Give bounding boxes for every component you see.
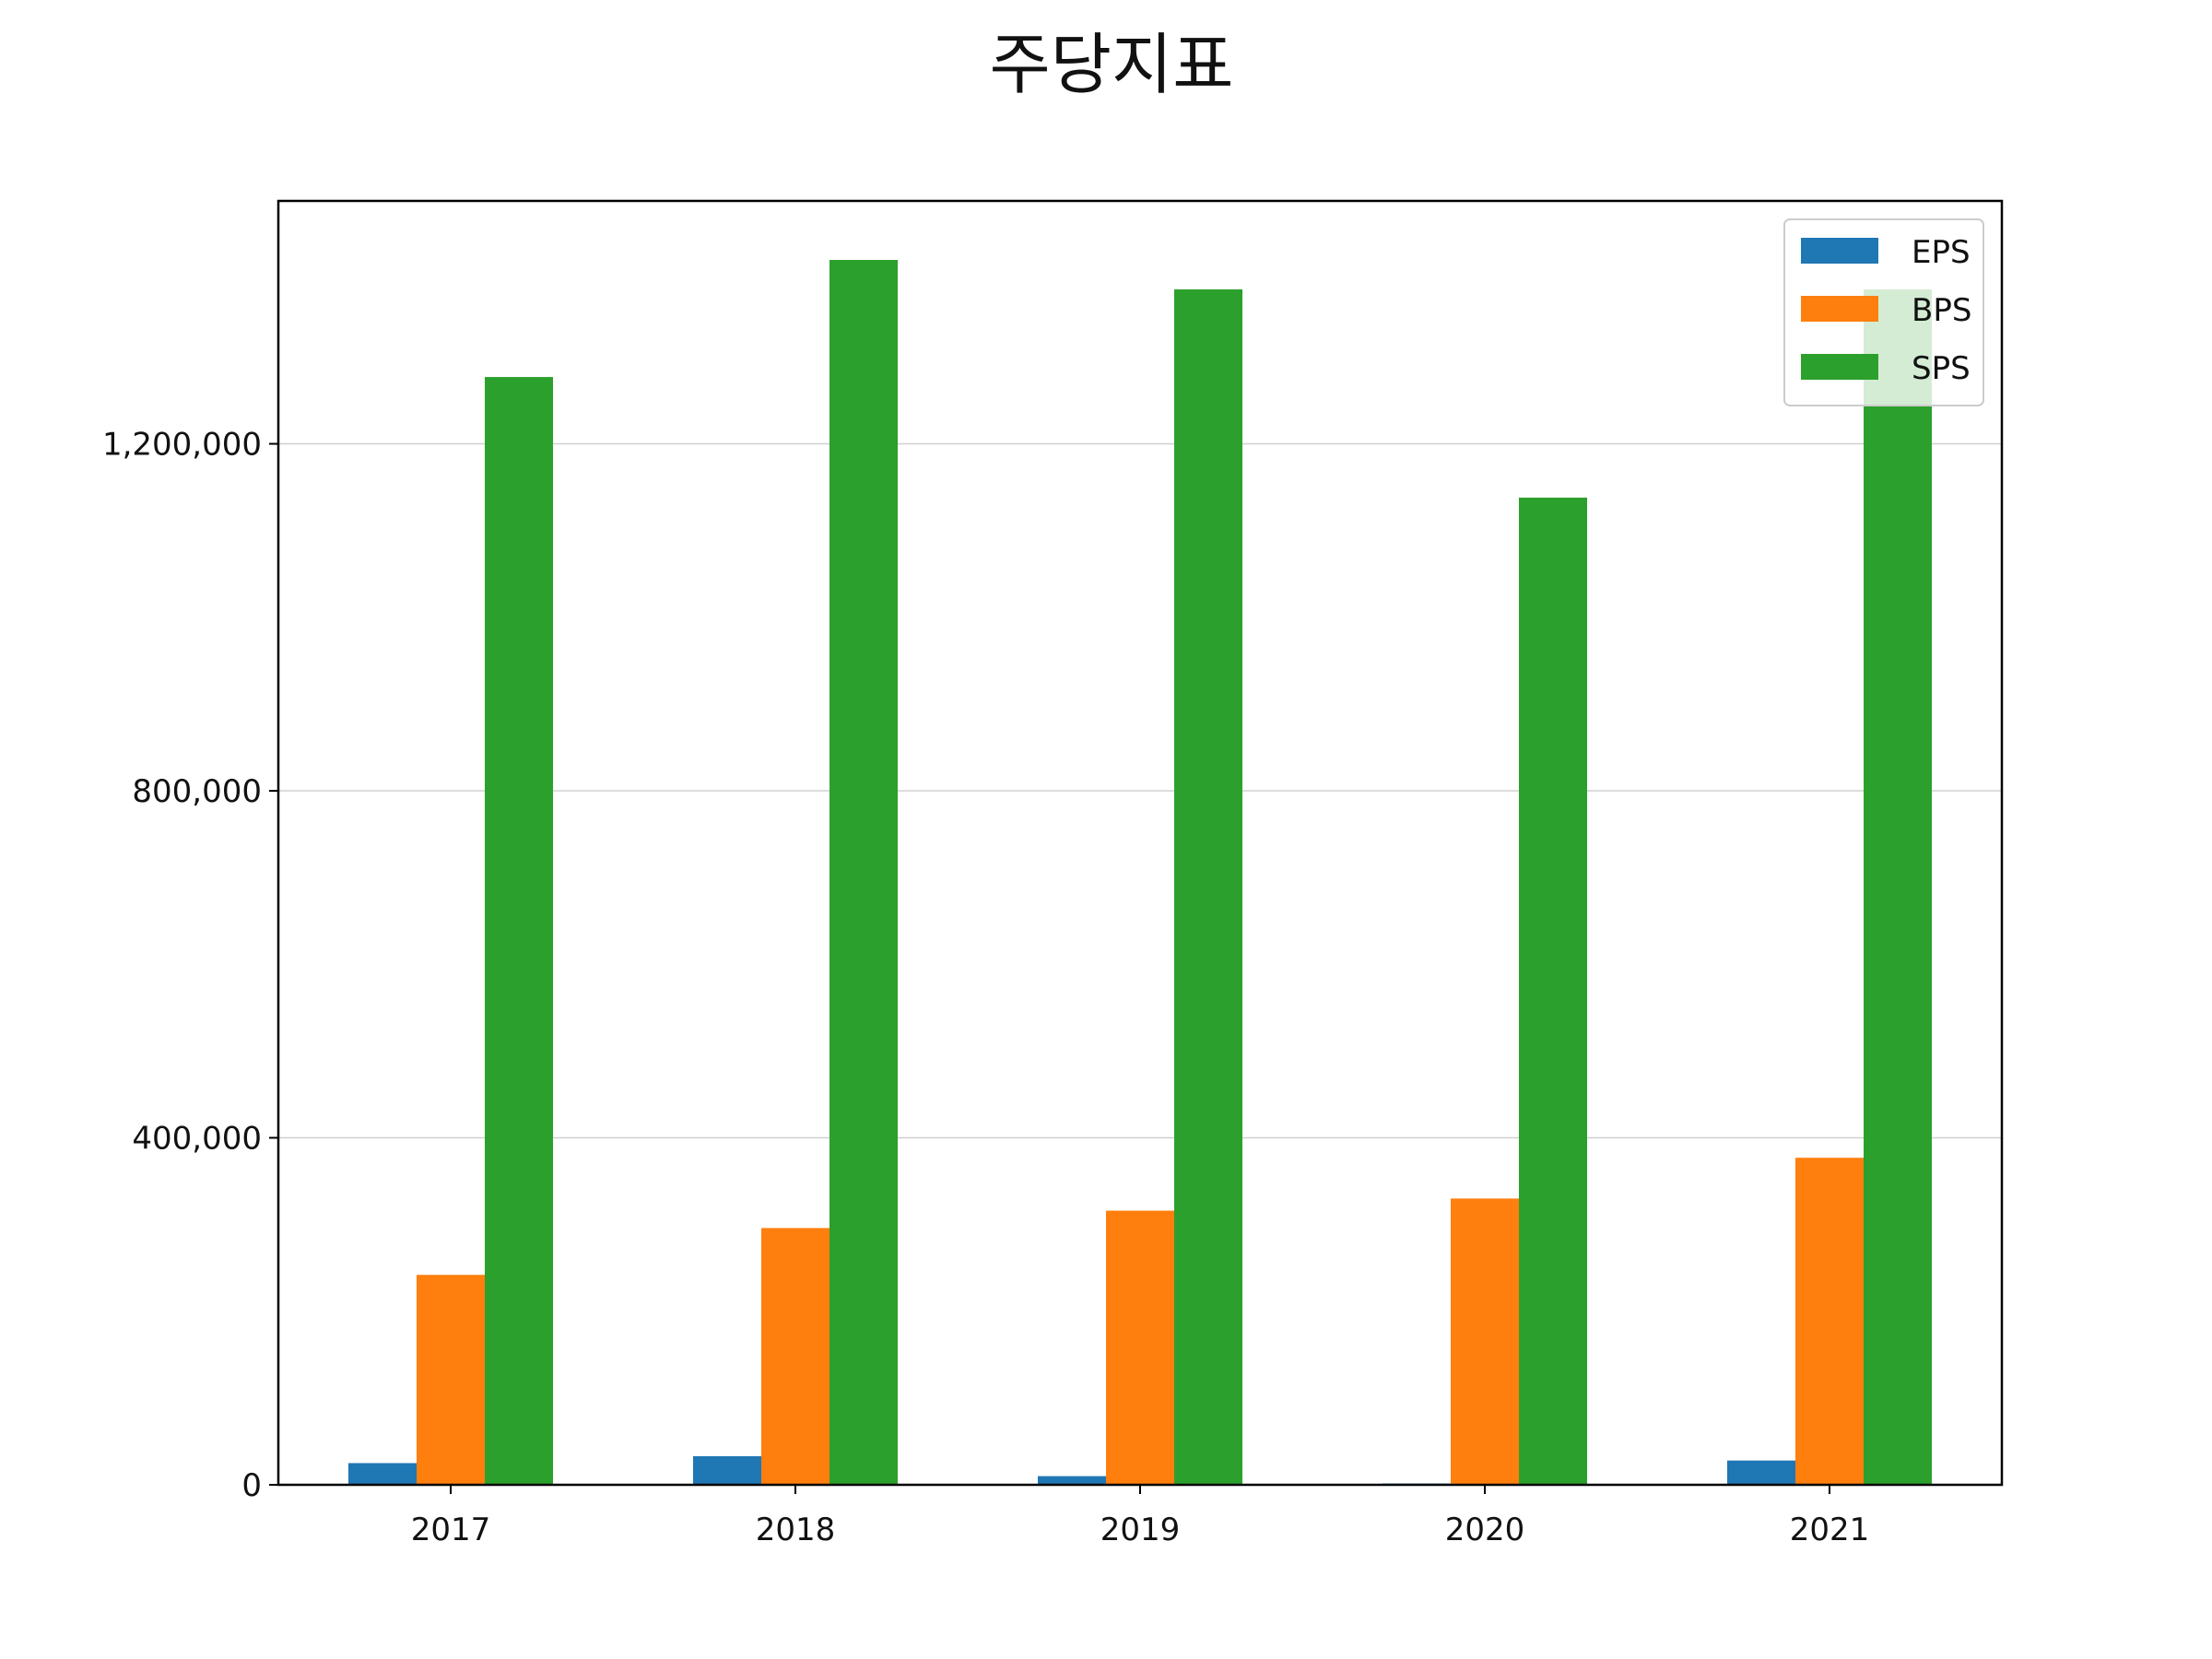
bar-sps-2018 xyxy=(830,260,898,1486)
x-tick-label: 2021 xyxy=(1790,1512,1870,1548)
y-tick-label: 1,200,000 xyxy=(102,427,262,464)
x-tick-label: 2017 xyxy=(411,1512,491,1548)
legend-swatch-sps xyxy=(1801,354,1878,380)
bar-bps-2018 xyxy=(761,1228,830,1485)
legend: EPS BPS SPS xyxy=(1783,218,1984,406)
bar-eps-2018 xyxy=(693,1455,761,1485)
x-tick-label: 2018 xyxy=(756,1512,836,1548)
legend-swatch-eps xyxy=(1801,238,1878,264)
bar-sps-2019 xyxy=(1174,289,1242,1486)
bar-bps-2019 xyxy=(1106,1210,1174,1485)
y-tick-label: 400,000 xyxy=(132,1121,262,1158)
y-tick-label: 0 xyxy=(241,1467,262,1504)
bar-sps-2017 xyxy=(485,377,553,1485)
bar-eps-2021 xyxy=(1727,1460,1795,1485)
legend-label-bps: BPS xyxy=(1912,292,1971,329)
bar-bps-2020 xyxy=(1451,1198,1519,1485)
y-axis: 0 400,000 800,000 1,200,000 xyxy=(102,427,278,1504)
legend-label-sps: SPS xyxy=(1912,350,1971,387)
bar-bps-2021 xyxy=(1795,1158,1864,1485)
bar-sps-2020 xyxy=(1519,497,1587,1485)
chart-title: 주당지표 xyxy=(990,26,1234,103)
bar-eps-2019 xyxy=(1038,1476,1106,1485)
bar-bps-2017 xyxy=(417,1275,485,1485)
x-tick-label: 2020 xyxy=(1445,1512,1525,1548)
legend-swatch-bps xyxy=(1801,296,1878,322)
x-axis: 2017 2018 2019 2020 2021 xyxy=(411,1485,1870,1548)
y-tick-label: 800,000 xyxy=(132,773,262,810)
bar-eps-2017 xyxy=(348,1463,417,1485)
legend-label-eps: EPS xyxy=(1912,234,1971,271)
bar-sps-2021 xyxy=(1864,289,1932,1486)
grid-lines xyxy=(278,442,2002,1139)
x-tick-label: 2019 xyxy=(1100,1512,1181,1548)
bars xyxy=(348,260,1932,1486)
